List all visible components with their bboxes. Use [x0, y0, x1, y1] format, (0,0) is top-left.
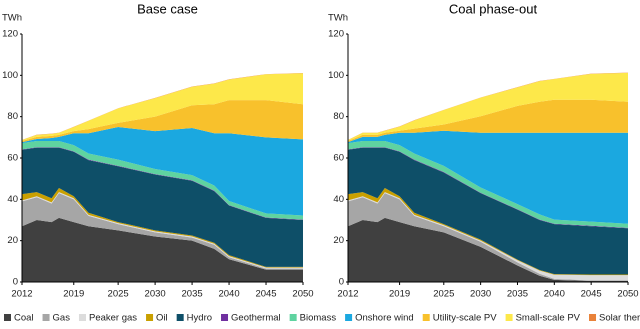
- y-tick-label: 20: [333, 235, 344, 246]
- area-series: [348, 217, 628, 282]
- x-tick-label: 2019: [63, 289, 84, 300]
- legend-label: Onshore wind: [355, 313, 414, 324]
- legend-label: Biomass: [300, 313, 337, 324]
- legend-swatch: [345, 314, 353, 321]
- area-series: [348, 147, 628, 275]
- area-series: [22, 100, 303, 143]
- legend-item: Hydro: [176, 313, 212, 324]
- legend-item: Biomass: [289, 313, 337, 324]
- legend-swatch: [505, 314, 513, 321]
- legend-swatch: [146, 314, 154, 321]
- legend-swatch: [289, 314, 297, 321]
- legend-item: Utility-scale PV: [422, 313, 498, 324]
- area-series: [348, 72, 628, 142]
- x-tick-label: 2012: [11, 289, 32, 300]
- y-tick-label: 60: [7, 153, 18, 164]
- y-tick-label: 20: [7, 235, 18, 246]
- y-tick-label: 40: [333, 194, 344, 205]
- y-tick-label: 40: [7, 194, 18, 205]
- legend-label: Utility-scale PV: [433, 313, 498, 324]
- legend-swatch: [4, 314, 11, 321]
- x-tick-label: 2050: [617, 289, 638, 300]
- area-series: [348, 99, 628, 143]
- legend-item: Solar thermal: [589, 313, 640, 324]
- legend-swatch: [589, 314, 597, 321]
- x-tick-label: 2040: [544, 289, 565, 300]
- legend-swatch: [221, 314, 229, 321]
- x-tick-label: 2035: [507, 289, 528, 300]
- area-series: [22, 147, 303, 267]
- legend-item: Small-scale PV: [505, 313, 581, 324]
- y-tick-label: 80: [7, 111, 18, 122]
- y-tick-label: 120: [328, 29, 344, 40]
- x-tick-label: 2045: [255, 289, 276, 300]
- legend-item: Peaker gas: [78, 313, 137, 324]
- legend-swatch: [422, 314, 430, 321]
- legend-label: Oil: [156, 313, 168, 324]
- legend-label: Coal: [14, 313, 34, 324]
- y-tick-label: 60: [333, 153, 344, 164]
- area-series: [348, 130, 628, 224]
- area-series: [22, 73, 303, 142]
- x-tick-label: 2045: [581, 289, 602, 300]
- chart-title: Base case: [137, 1, 198, 16]
- area-series: [22, 217, 303, 282]
- legend-swatch: [42, 314, 50, 321]
- y-tick-label: 80: [333, 111, 344, 122]
- chart-title: Coal phase-out: [449, 1, 538, 16]
- legend-label: Hydro: [187, 313, 212, 324]
- legend-item: Onshore wind: [345, 313, 414, 324]
- x-tick-label: 2025: [433, 289, 454, 300]
- y-tick-label: 0: [13, 277, 18, 288]
- x-tick-label: 2025: [108, 289, 129, 300]
- area-series: [22, 127, 303, 216]
- x-tick-label: 2040: [218, 289, 239, 300]
- y-axis-label: TWh: [2, 13, 22, 24]
- legend-swatch: [176, 314, 184, 321]
- legend-item: Oil: [146, 313, 168, 324]
- legend-label: Gas: [53, 313, 71, 324]
- y-tick-label: 0: [339, 277, 344, 288]
- legend-label: Peaker gas: [89, 313, 137, 324]
- legend-label: Solar thermal: [599, 313, 640, 324]
- legend-label: Geothermal: [231, 313, 281, 324]
- legend-item: Gas: [42, 313, 71, 324]
- y-tick-label: 100: [328, 70, 344, 81]
- x-tick-label: 2030: [145, 289, 166, 300]
- legend-item: Geothermal: [221, 313, 281, 324]
- legend-label: Small-scale PV: [516, 313, 581, 324]
- legend-item: Coal: [4, 313, 34, 324]
- x-tick-label: 2035: [182, 289, 203, 300]
- x-tick-label: 2030: [470, 289, 491, 300]
- legend-swatch: [78, 314, 86, 321]
- y-tick-label: 100: [2, 70, 18, 81]
- x-tick-label: 2012: [337, 289, 358, 300]
- y-tick-label: 120: [2, 29, 18, 40]
- x-tick-label: 2019: [389, 289, 410, 300]
- y-axis-label: TWh: [328, 13, 348, 24]
- x-tick-label: 2050: [292, 289, 313, 300]
